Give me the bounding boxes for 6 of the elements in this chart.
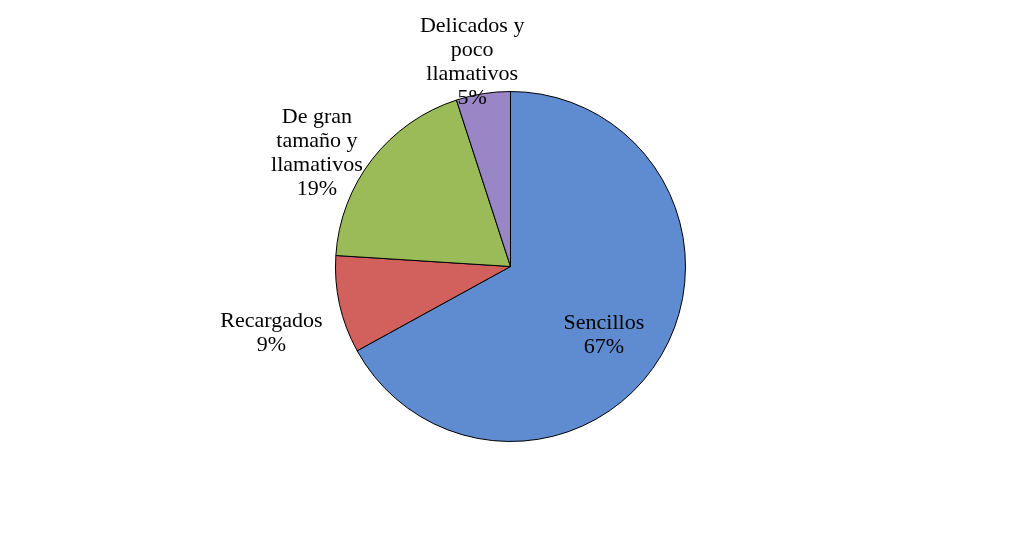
slice-label: Recargados [220, 306, 323, 332]
slice-label: De gran tamaño y llamativos [271, 103, 363, 177]
data-label: 19% [296, 175, 338, 201]
data-label: 67% [583, 332, 625, 358]
slice-label: Delicados y poco llamativos [419, 11, 525, 85]
slice-label: Sencillos [563, 308, 645, 334]
